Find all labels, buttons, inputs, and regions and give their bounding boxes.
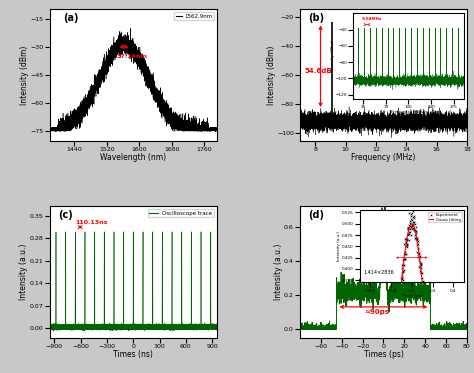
Text: (c): (c) — [58, 210, 73, 220]
Text: 37.14nm: 37.14nm — [117, 54, 148, 59]
Y-axis label: Intensity (a.u.): Intensity (a.u.) — [273, 244, 283, 300]
Text: (b): (b) — [309, 13, 325, 23]
X-axis label: Times (ns): Times (ns) — [113, 350, 153, 359]
X-axis label: Frequency (MHz): Frequency (MHz) — [351, 153, 416, 162]
Y-axis label: Intensity (a.u.): Intensity (a.u.) — [19, 244, 28, 300]
Text: 110.13ns: 110.13ns — [76, 220, 108, 225]
Text: ≈90ps: ≈90ps — [365, 309, 390, 315]
Legend: 1562.9nm: 1562.9nm — [174, 12, 214, 21]
Y-axis label: Intensity (dBm): Intensity (dBm) — [20, 45, 29, 105]
X-axis label: Times (ps): Times (ps) — [364, 350, 403, 359]
Text: (a): (a) — [63, 13, 79, 23]
Text: 54.6dB: 54.6dB — [305, 68, 332, 73]
Y-axis label: Intensity (dBm): Intensity (dBm) — [266, 45, 275, 105]
Text: (d): (d) — [309, 210, 324, 220]
Legend: Oscilloscope trace: Oscilloscope trace — [147, 209, 214, 217]
X-axis label: Wavelength (nm): Wavelength (nm) — [100, 153, 166, 162]
